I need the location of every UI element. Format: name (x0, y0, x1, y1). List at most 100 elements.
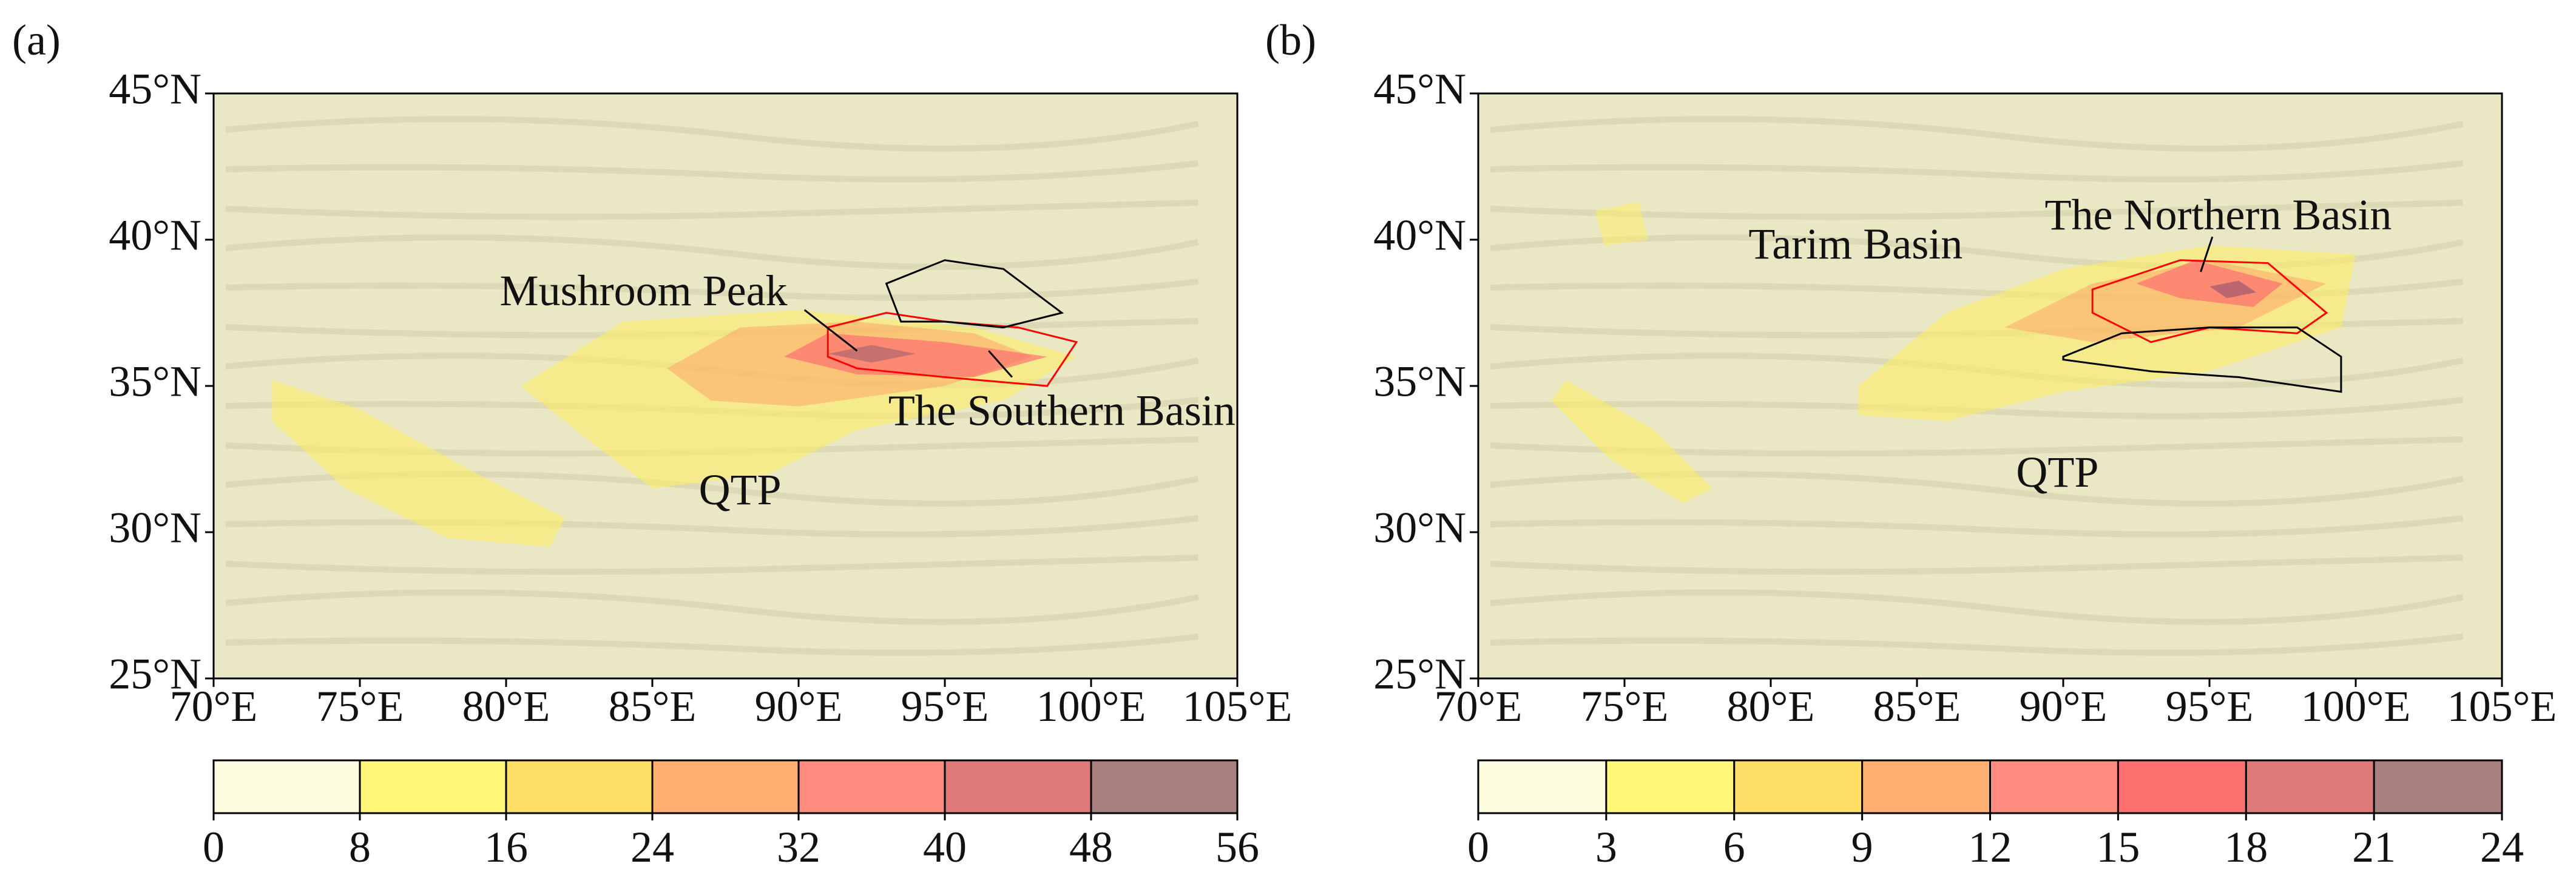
x-tick-label: 95°E (901, 682, 989, 731)
colorbar-tick-label: 18 (2224, 823, 2268, 871)
heat-region (2209, 280, 2257, 299)
heat-region (2136, 260, 2283, 307)
terrain-shade (1490, 589, 2464, 625)
terrain-shade (225, 279, 1199, 301)
basin-outline (2091, 259, 2328, 343)
colorbar-tick-label: 24 (630, 823, 674, 871)
heat-region (1595, 201, 1648, 246)
x-tick-label: 100°E (2301, 682, 2411, 731)
y-tick-label: 45°N (1373, 65, 1466, 113)
colorbar-tick-label: 0 (1467, 823, 1489, 871)
colorbar-tick-label: 24 (2480, 823, 2524, 871)
leader-line (2200, 236, 2214, 272)
annotation: Mushroom Peak (500, 266, 788, 315)
x-tick-label: 85°E (1873, 682, 1961, 731)
colorbar-tick-label: 32 (777, 823, 820, 871)
colorbar-tick-label: 16 (484, 823, 528, 871)
basin-outline (2062, 326, 2342, 393)
y-tick-label: 25°N (109, 650, 201, 698)
panel-label: (a) (12, 16, 61, 64)
colorbar-tick-label: 9 (1851, 823, 1873, 871)
x-tick-label: 105°E (2447, 682, 2557, 731)
terrain-shade (225, 555, 1198, 575)
leader-line (988, 350, 1013, 378)
y-tick-label: 30°N (109, 504, 201, 552)
y-tick-label: 30°N (1373, 504, 1466, 552)
colorbar-tick-label: 40 (923, 823, 967, 871)
terrain-shade (225, 116, 1199, 152)
colorbar-tick-label: 3 (1595, 823, 1617, 871)
colorbar-segment (2374, 760, 2502, 813)
terrain-shade (1490, 200, 2463, 220)
terrain-shade (1490, 160, 2464, 183)
annotation: QTP (2016, 448, 2098, 496)
colorbar-segment (1091, 760, 1237, 813)
y-tick-label: 40°N (109, 211, 201, 260)
colorbar-segment (945, 760, 1091, 813)
colorbar-segment (2246, 760, 2375, 813)
colorbar-segment (214, 760, 360, 813)
colorbar-tick-label: 15 (2096, 823, 2140, 871)
y-tick-label: 35°N (109, 357, 201, 406)
terrain-shade (225, 200, 1198, 220)
x-tick-label: 90°E (2020, 682, 2108, 731)
colorbar-tick-label: 0 (203, 823, 225, 871)
x-tick-label: 70°E (1435, 682, 1523, 731)
colorbar-segment (652, 760, 799, 813)
y-tick-label: 35°N (1373, 357, 1466, 406)
x-tick-label: 75°E (1581, 682, 1669, 731)
colorbar-tick-label: 12 (1969, 823, 2012, 871)
heat-region (828, 345, 916, 363)
y-tick-label: 40°N (1373, 211, 1466, 260)
x-tick-label: 70°E (170, 682, 258, 731)
annotation: The Northern Basin (2045, 191, 2392, 239)
x-tick-label: 90°E (755, 682, 843, 731)
basin-outline (827, 311, 1078, 387)
x-tick-label: 85°E (609, 682, 697, 731)
heat-region (1551, 380, 1712, 503)
heat-region (272, 380, 565, 547)
colorbar-segment (360, 760, 506, 813)
colorbar-segment (1862, 760, 1990, 813)
terrain-shade (225, 634, 1199, 656)
colorbar-tick-label: 56 (1215, 823, 1259, 871)
annotation: The Southern Basin (888, 387, 1236, 435)
terrain-shade (1490, 555, 2463, 575)
colorbar-tick-label: 6 (1723, 823, 1745, 871)
colorbar-segment (1734, 760, 1862, 813)
x-tick-label: 100°E (1036, 682, 1146, 731)
y-tick-label: 45°N (109, 65, 201, 113)
terrain-shade (225, 234, 1199, 270)
colorbar-segment (1606, 760, 1734, 813)
colorbar-segment (506, 760, 652, 813)
terrain-shade (225, 160, 1199, 183)
colorbar-segment (1478, 760, 1606, 813)
x-tick-label: 105°E (1183, 682, 1293, 731)
panel-label: (b) (1265, 16, 1316, 64)
x-tick-label: 80°E (462, 682, 550, 731)
colorbar-segment (2118, 760, 2246, 813)
colorbar-tick-label: 21 (2352, 823, 2396, 871)
x-tick-label: 95°E (2166, 682, 2254, 731)
annotation: Tarim Basin (1748, 220, 1962, 268)
terrain-shade (1490, 397, 2464, 419)
colorbar-tick-label: 48 (1069, 823, 1113, 871)
map-panel: (b) Tarim Basin The Northern Basin QTP 45°N 4… (1265, 16, 2557, 871)
terrain-shade (1490, 634, 2464, 656)
y-tick-label: 25°N (1373, 650, 1466, 698)
colorbar-segment (1990, 760, 2118, 813)
x-tick-label: 75°E (316, 682, 404, 731)
terrain-shade (225, 589, 1199, 625)
terrain-shade (225, 515, 1199, 538)
leader-line (803, 309, 858, 352)
terrain-shade (1490, 116, 2464, 152)
colorbar-segment (799, 760, 945, 813)
colorbar-tick-label: 8 (349, 823, 371, 871)
map-panel: (a) Mushroom Peak The Southern Basin QTP 45°… (12, 16, 1292, 871)
basin-outline (885, 259, 1064, 329)
x-tick-label: 80°E (1727, 682, 1815, 731)
terrain-shade (1490, 515, 2464, 538)
annotation: QTP (699, 465, 782, 514)
